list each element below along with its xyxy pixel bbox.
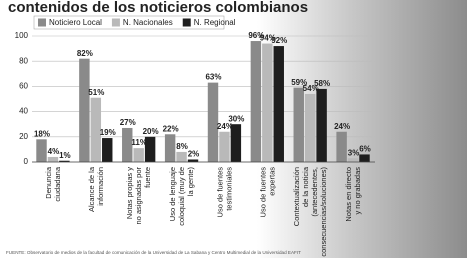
bar	[294, 88, 304, 162]
y-tick-label: 0	[24, 157, 29, 166]
bar	[305, 94, 315, 162]
bar	[36, 139, 46, 162]
bar	[133, 148, 143, 162]
x-tick-label: Notas en directoy no grabadas	[344, 167, 362, 222]
legend-label: N. Nacionales	[123, 18, 173, 27]
bar	[274, 46, 284, 162]
value-label: 6%	[359, 145, 371, 154]
bar	[316, 89, 326, 162]
bar	[145, 137, 155, 162]
bar	[359, 154, 369, 162]
legend-swatch	[183, 19, 191, 27]
value-label: 63%	[205, 73, 221, 82]
y-tick-label: 100	[15, 31, 29, 40]
y-tick-label: 20	[19, 132, 28, 141]
bar	[231, 124, 241, 162]
chart: contenidos de los noticieros colombianos…	[0, 0, 467, 258]
chart-title: contenidos de los noticieros colombianos	[8, 0, 308, 16]
value-label: 19%	[100, 128, 116, 137]
value-label: 22%	[163, 124, 179, 133]
y-tick-label: 60	[19, 82, 28, 91]
value-label: 58%	[314, 79, 330, 88]
legend-swatch	[112, 19, 120, 27]
legend-swatch	[38, 19, 46, 27]
value-label: 4%	[48, 147, 60, 156]
legend-label: N. Regional	[194, 18, 236, 27]
value-label: 27%	[120, 118, 136, 127]
x-tick-label: Alcance de lainformación	[87, 166, 105, 212]
bar	[79, 59, 89, 162]
bar	[336, 132, 346, 162]
y-tick-label: 40	[19, 107, 28, 116]
x-tick-label: Uso de fuentestestimoniales	[215, 167, 233, 218]
bar	[102, 138, 112, 162]
source-note: FUENTE: Observatorio de medios de la fac…	[6, 250, 301, 255]
value-label: 3%	[348, 148, 360, 157]
y-tick-label: 80	[19, 56, 28, 65]
x-tick-label: Denunciaciudadana	[44, 166, 62, 201]
value-label: 51%	[88, 88, 104, 97]
legend-label: Noticiero Local	[49, 18, 102, 27]
value-label: 30%	[228, 114, 244, 123]
value-label: 8%	[176, 142, 188, 151]
bar	[251, 41, 261, 162]
value-label: 2%	[188, 150, 200, 159]
value-label: 24%	[334, 122, 350, 131]
value-label: 20%	[143, 127, 159, 136]
bar	[219, 132, 229, 162]
value-label: 18%	[34, 129, 50, 138]
value-label: 92%	[271, 36, 287, 45]
bar	[262, 44, 272, 162]
value-label: 11%	[131, 138, 147, 147]
bar	[48, 157, 58, 162]
bar	[348, 158, 358, 162]
value-label: 1%	[59, 151, 71, 160]
value-label: 82%	[77, 49, 93, 58]
bar	[165, 134, 175, 162]
bar	[176, 152, 186, 162]
